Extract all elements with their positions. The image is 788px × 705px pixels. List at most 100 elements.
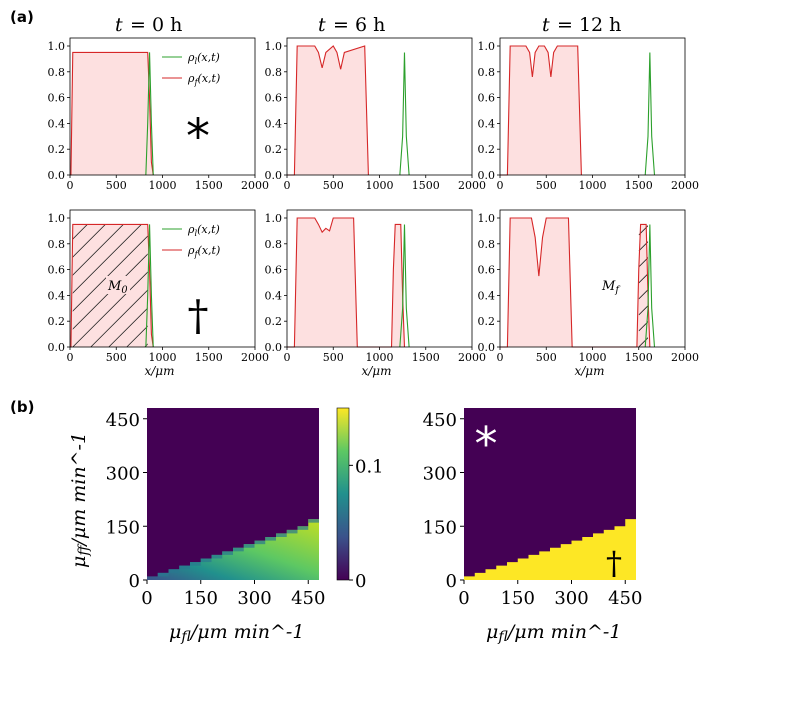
xtick-label: 1000 — [579, 179, 607, 192]
ytick-label: 0.0 — [478, 341, 496, 354]
ytick-label: 0.0 — [478, 169, 496, 182]
leader-line — [145, 52, 154, 176]
hatch-line — [638, 273, 648, 284]
leader-line — [145, 224, 154, 348]
xtick-label: 500 — [323, 179, 344, 192]
title-12h: t = 12 h — [542, 14, 621, 36]
title-6h: t = 6 h — [318, 14, 385, 36]
ytick-label: 150 — [106, 517, 140, 538]
ytick-label: 0.8 — [265, 66, 283, 79]
hatch-line — [638, 289, 648, 300]
leader-line — [644, 224, 656, 348]
hatch-line — [72, 224, 142, 294]
ytick-label: 0.8 — [48, 238, 66, 251]
ytick-label: 0.4 — [478, 117, 496, 130]
hatch-line — [90, 289, 148, 347]
ytick-label: 0 — [446, 571, 457, 592]
ytick-label: 1.0 — [478, 212, 496, 225]
ytick-label: 0.6 — [478, 92, 496, 105]
xtick-label: 450 — [291, 588, 325, 609]
heatmap-cell — [179, 565, 190, 570]
xtick-label: 1500 — [412, 179, 440, 192]
ytick-label: 0.0 — [48, 341, 66, 354]
xtick-label: 1000 — [366, 351, 394, 364]
xtick-label: 1000 — [149, 351, 177, 364]
heatmap-cell — [254, 540, 266, 545]
line-panel-a-bottom-0h: 0.0 0.2 0.4 0.6 0.8 1.0 0 500 1000 1500 2000 x/μm ρl… — [0, 209, 269, 378]
heatmap-cell — [308, 519, 319, 523]
legend-leader-label: ρl(x,t) — [187, 223, 220, 238]
ytick-label: 0.4 — [265, 289, 283, 302]
svg-text:= 12 h: = 12 h — [557, 14, 621, 36]
heatmap-region — [464, 519, 636, 580]
xtick-label: 0 — [458, 588, 469, 609]
leader-line — [399, 224, 410, 348]
follower-line — [500, 45, 582, 176]
m0-label-bg — [106, 276, 130, 294]
ytick-label: 0.8 — [478, 238, 496, 251]
svg-text:= 6 h: = 6 h — [333, 14, 385, 36]
heatmap-cell — [276, 533, 287, 537]
ytick-label: 300 — [423, 464, 457, 485]
ytick-label: 0 — [129, 571, 140, 592]
follower-line — [500, 217, 651, 348]
heatmap-cell — [265, 537, 276, 541]
xtick-label: 2000 — [241, 351, 269, 364]
hatch-line — [638, 257, 648, 268]
ytick-label: 1.0 — [48, 212, 66, 225]
heatmap-cell — [286, 529, 298, 534]
xtick-label: 300 — [237, 588, 271, 609]
xtick-label: 1500 — [195, 179, 223, 192]
dagger-icon: † — [188, 291, 209, 340]
heatmap-cell — [190, 562, 201, 566]
heatmap-cell — [233, 547, 244, 552]
follower-line — [287, 217, 406, 348]
heatmap-cell — [157, 572, 169, 577]
svg-text:t: t — [542, 14, 550, 36]
ytick-label: 1.0 — [48, 40, 66, 53]
line-panel-a-top-12h: 0.0 0.2 0.4 0.6 0.8 1.0 0 500 1000 1500 2000 — [478, 37, 699, 192]
xtick-label: 1000 — [149, 179, 177, 192]
follower-fill — [287, 218, 405, 347]
panel-label-a: (a) — [10, 8, 34, 26]
follower-fill — [70, 52, 154, 176]
xtick-label: 0 — [141, 588, 152, 609]
hatch-line — [0, 217, 5, 347]
ytick-label: 0.4 — [48, 117, 66, 130]
dagger-icon: † — [606, 544, 622, 582]
leader-line — [644, 52, 656, 176]
xtick-label: 0 — [67, 351, 74, 364]
hatch-line — [639, 413, 653, 427]
xtick-label: 300 — [554, 588, 588, 609]
ytick-label: 0.4 — [265, 117, 283, 130]
colorbar-tick-label: 0 — [355, 571, 366, 592]
ytick-label: 0.4 — [478, 289, 496, 302]
heatmap-b-right: 0 150 300 450 0 150 300 450 μfl/μm min^-1 * † — [423, 408, 642, 645]
xtick-label: 2000 — [671, 351, 699, 364]
ytick-label: 0.2 — [265, 143, 283, 156]
heatmap-cell — [222, 551, 233, 555]
xtick-label: 2000 — [671, 179, 699, 192]
ytick-label: 450 — [106, 410, 140, 431]
follower-fill — [287, 46, 369, 175]
heatmap-b-left: 0 150 300 450 0 150 300 450 μfl/μm min^-1 μff/μm … — [68, 407, 384, 645]
x-axis-label: x/μm — [145, 364, 175, 378]
xtick-label: 1500 — [625, 179, 653, 192]
xtick-label: 1000 — [366, 179, 394, 192]
hatch-line — [72, 271, 148, 347]
ytick-label: 0.8 — [48, 66, 66, 79]
svg-text:t: t — [115, 14, 123, 36]
ytick-label: 1.0 — [265, 212, 283, 225]
ytick-label: 0.6 — [48, 92, 66, 105]
hatch-m0 — [0, 217, 148, 347]
hatch-line — [0, 217, 77, 347]
y-axis-label: μff/μm min^-1 — [68, 432, 92, 568]
hatch-line — [639, 205, 653, 219]
title-0h: t = 0 h — [115, 14, 182, 36]
legend-leader-label: ρl(x,t) — [187, 51, 220, 66]
svg-text:= 0 h: = 0 h — [130, 14, 182, 36]
xtick-label: 500 — [106, 179, 127, 192]
ytick-label: 0.4 — [48, 289, 66, 302]
xtick-label: 500 — [536, 179, 557, 192]
